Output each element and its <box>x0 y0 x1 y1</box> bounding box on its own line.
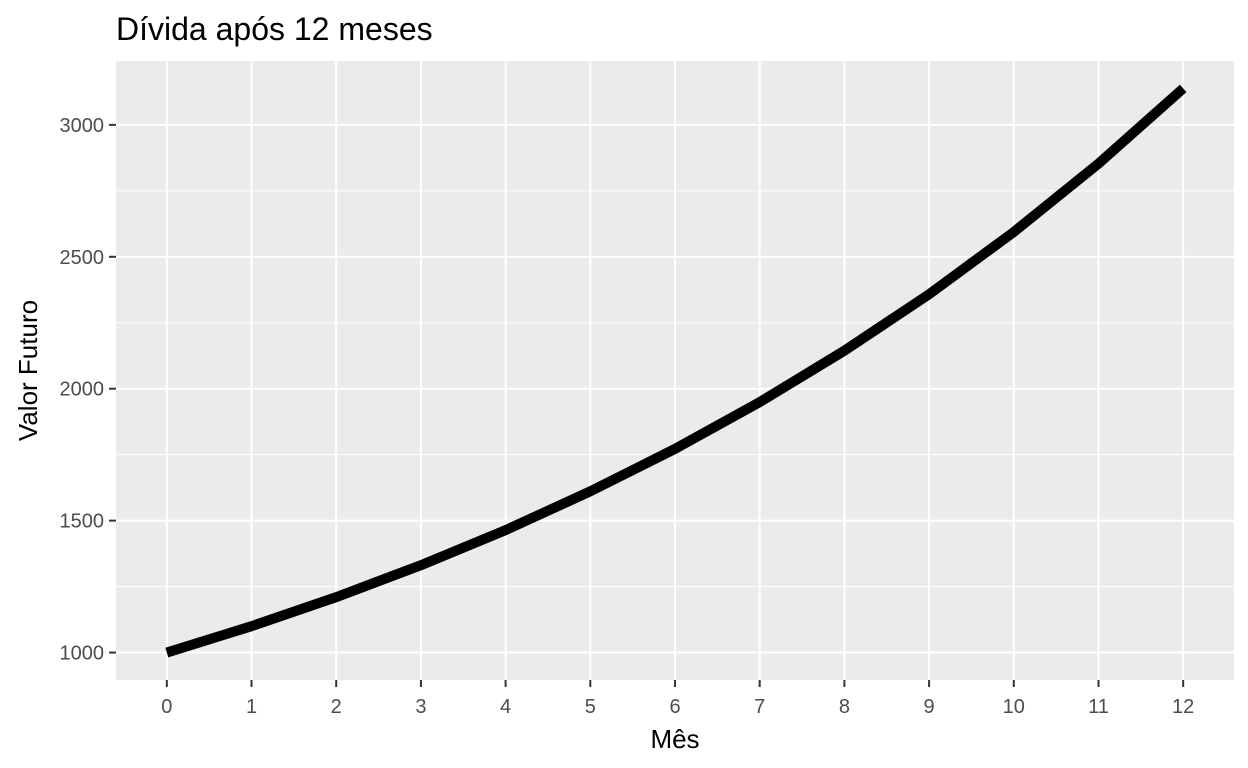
x-tick-label: 4 <box>500 696 511 718</box>
y-axis-ticks <box>109 123 116 654</box>
chart-title: Dívida após 12 meses <box>116 11 433 47</box>
x-tick-label: 7 <box>754 696 765 718</box>
x-tick-label: 11 <box>1088 696 1109 718</box>
x-tick-label: 3 <box>415 696 426 718</box>
x-tick-label: 5 <box>585 696 596 718</box>
y-tick-label: 2500 <box>60 247 105 269</box>
x-tick-label: 2 <box>331 696 342 718</box>
y-tick-label: 2000 <box>60 379 105 401</box>
major-gridlines <box>116 61 1234 680</box>
x-tick-label: 8 <box>839 696 850 718</box>
x-tick-label: 12 <box>1172 696 1194 718</box>
x-axis-tick-labels: 0 1 2 3 4 5 6 7 8 9 10 11 12 <box>161 696 1194 718</box>
x-axis-ticks <box>165 680 1185 687</box>
x-tick-label: 1 <box>246 696 257 718</box>
x-tick-label: 6 <box>669 696 680 718</box>
y-tick-label: 1500 <box>60 511 105 533</box>
y-axis-title: Valor Futuro <box>13 300 43 441</box>
y-axis-tick-labels: 1000 1500 2000 2500 3000 <box>60 115 105 665</box>
series-line <box>165 84 1187 658</box>
x-tick-label: 10 <box>1003 696 1025 718</box>
x-axis-title: Mês <box>650 724 699 754</box>
x-tick-label: 0 <box>161 696 172 718</box>
y-tick-label: 3000 <box>60 115 105 137</box>
x-tick-label: 9 <box>924 696 935 718</box>
y-tick-label: 1000 <box>60 643 105 665</box>
